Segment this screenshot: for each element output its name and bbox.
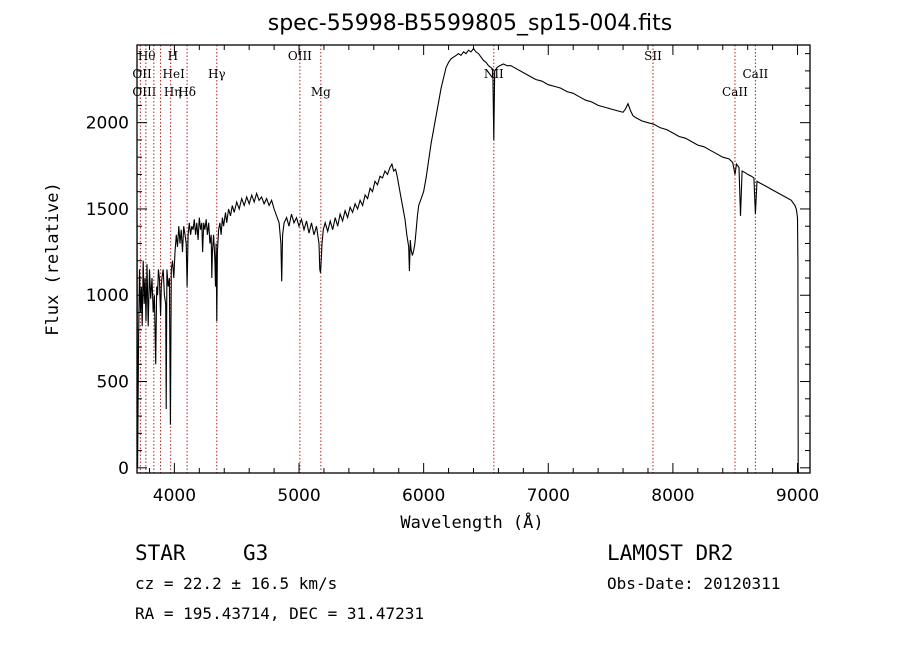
coordinates: RA = 195.43714, DEC = 31.47231 [135,604,424,623]
obs-date: Obs-Date: 20120311 [607,574,780,593]
object-class: STAR [135,541,186,565]
object-subclass: G3 [243,541,268,565]
emission-line-markers: OII OIII Hθ Hη HeI H Hδ Hγ OIII Mg NII SII CaII CaII [132,45,769,473]
line-marker-label: Hθ [138,49,156,63]
chart-title: spec-55998-B5599805_sp15-004.fits [268,11,673,36]
line-marker-label: OII [132,67,152,81]
line-marker-label: NII [484,67,504,81]
x-tick-label: 7000 [527,486,570,506]
survey-name: LAMOST DR2 [607,541,733,565]
line-marker-label: H [168,49,178,63]
y-axis-label: Flux (relative) [43,182,63,336]
line-marker-label: HeI [163,67,186,81]
redshift-readout: cz = 22.2 ± 16.5 km/s [135,574,337,593]
y-tick-label: 1000 [86,286,129,306]
axis-ticks: 4000 5000 6000 7000 8000 9000 0 500 1000 1500 2000 [86,45,819,506]
spectrum-series-line [136,47,800,474]
line-marker-label: SII [644,49,662,63]
x-tick-label: 9000 [776,486,819,506]
line-marker-label: OIII [288,49,312,63]
y-tick-label: 0 [118,459,129,479]
line-marker-label: CaII [722,85,748,99]
plot-frame [136,44,811,474]
line-marker-label: Hδ [178,85,196,99]
x-tick-label: 4000 [153,486,196,506]
line-marker-label: Hγ [208,67,226,81]
line-marker-label: CaII [742,67,768,81]
y-tick-label: 2000 [86,114,129,134]
y-tick-label: 1500 [86,200,129,220]
y-tick-label: 500 [97,373,129,393]
line-marker-label: Mg [311,85,331,99]
line-marker-label: Hη [164,85,182,99]
x-tick-label: 5000 [277,486,320,506]
line-marker-label: OIII [132,85,156,99]
x-axis-label: Wavelength (Å) [400,511,543,533]
x-tick-label: 8000 [651,486,694,506]
x-tick-label: 6000 [402,486,445,506]
